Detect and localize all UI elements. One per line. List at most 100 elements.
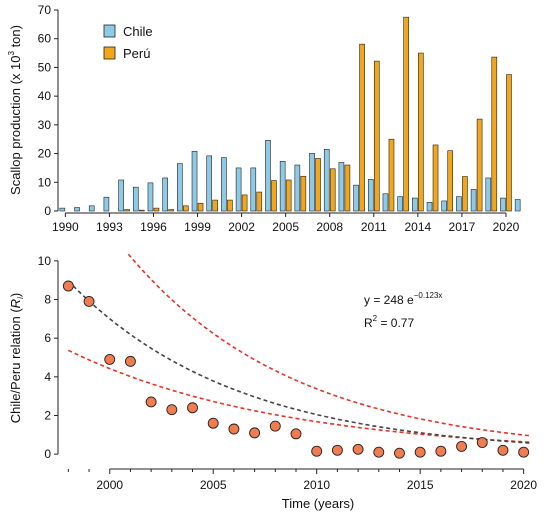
bar-y-tick-label: 20 (38, 147, 52, 161)
scatter-y-tick-label: 8 (44, 293, 51, 307)
bar-x-tick-label: 1993 (96, 220, 123, 234)
scatter-point-2013 (373, 446, 385, 458)
bar-x-tick-label: 1996 (140, 220, 167, 234)
bar-chile-2000 (206, 155, 213, 212)
scatter-point-2006 (228, 423, 240, 435)
scatter-chart-panel: 0 2 4 6 8 10 2000 2005 2010 2015 2020 Chile/Peru r… (8, 253, 537, 511)
bar-per-2006 (300, 175, 307, 212)
bar-per-2005 (285, 179, 292, 212)
scatter-y-tick-label: 10 (38, 254, 52, 268)
fit-curve (67, 280, 530, 444)
scatter-y-tick-label: 6 (44, 331, 51, 345)
bar-y-tick-label: 40 (38, 89, 52, 103)
bar-chile-2004 (265, 140, 271, 212)
bar-per-2007 (315, 158, 321, 212)
bar-per-2016 (447, 150, 454, 212)
scatter-point-2020 (518, 446, 530, 458)
bar-y-tick-label: 0 (44, 204, 51, 218)
scatter-point-2018 (476, 437, 488, 448)
bar-y-tick-label: 60 (38, 32, 52, 46)
bar-chile-1994 (118, 179, 124, 212)
bar-ylabel-main: Scallop production (x 10 (8, 55, 23, 194)
scatter-point-2003 (166, 404, 178, 416)
bar-per-2019 (491, 56, 498, 212)
bar-ylabel-sup: 3 (7, 50, 16, 55)
bar-per-1996 (153, 207, 160, 212)
bar-chile-2021 (514, 199, 521, 212)
bar-chile-1999 (191, 150, 198, 212)
bar-chile-2007 (309, 152, 315, 212)
bar-chile-2019 (485, 177, 492, 212)
bar-per-2010 (359, 43, 365, 212)
bar-per-1995 (138, 209, 145, 212)
bar-chile-2003 (250, 167, 257, 212)
scatter-point-2005 (207, 417, 219, 429)
bar-x-tick-label: 2011 (361, 220, 387, 234)
bar-chile-1992 (88, 205, 95, 212)
scatter-y-axis-label: Chile/Peru relation (Ri) (8, 293, 25, 423)
bar-per-2000 (212, 199, 219, 212)
bar-per-2015 (432, 144, 439, 212)
bar-chile-2009 (338, 162, 345, 212)
scatter-x-tick-label: 2015 (407, 478, 434, 492)
bar-per-2003 (256, 191, 263, 212)
bar-chile-2008 (323, 148, 330, 212)
fit-upper-confidence-curve (127, 253, 530, 437)
bar-x-tick-label: 1990 (52, 220, 79, 234)
bar-x-tick-label: 2002 (228, 220, 255, 234)
bar-chile-2016 (441, 200, 448, 212)
bar-chile-2002 (235, 167, 242, 212)
bar-chart-bars (59, 16, 521, 212)
scatter-chart-points (62, 280, 530, 459)
scatter-y-tick-label: 2 (44, 408, 51, 422)
scatter-point-2014 (394, 447, 405, 459)
bar-chile-2014 (412, 197, 418, 212)
scatter-point-2004 (187, 402, 198, 414)
scatter-y-tick-label: 4 (44, 370, 51, 384)
r2-sup: 2 (373, 314, 378, 323)
scatter-point-2002 (145, 396, 157, 408)
bar-y-tick-label: 30 (38, 118, 52, 132)
bar-chile-2006 (294, 164, 301, 212)
bar-x-tick-label: 1999 (184, 220, 211, 234)
r2-value: = 0.77 (377, 316, 414, 330)
bar-per-2017 (462, 176, 468, 212)
bar-x-tick-label: 2014 (404, 220, 431, 234)
bar-chile-2017 (456, 196, 462, 212)
bar-chart-y-axis-label: Scallop production (x 103 ton) (7, 25, 23, 195)
bar-ylabel-suffix: ton) (8, 25, 23, 51)
bar-x-tick-label: 2005 (272, 220, 299, 234)
scatter-point-2007 (249, 427, 261, 439)
bar-per-1994 (124, 209, 130, 212)
bar-per-2018 (476, 118, 483, 212)
fit-equation-main: y = 248 e (364, 293, 414, 307)
bar-x-tick-label: 2017 (449, 220, 476, 234)
fit-lower-confidence-curve (67, 349, 530, 443)
scatter-point-2017 (456, 440, 468, 452)
scatter-ylabel-suffix: ) (8, 293, 23, 297)
scatter-point-2012 (352, 443, 364, 455)
legend-label-peru: Perú (123, 46, 150, 61)
bar-per-1998 (183, 205, 189, 212)
bar-x-tick-label: 2020 (493, 220, 520, 234)
scatter-point-1999 (83, 296, 95, 307)
scatter-ylabel-main: Chile/Peru relation ( (8, 308, 23, 424)
bar-y-tick-label: 50 (38, 60, 52, 74)
bar-chart-panel: 0 10 20 30 40 50 60 70 1990 1993 1996 1999 2002 2005 2… (7, 3, 521, 234)
bar-chile-2001 (221, 157, 227, 212)
scatter-point-2000 (104, 353, 116, 365)
bar-chile-2012 (382, 193, 389, 212)
bar-chile-1995 (132, 186, 139, 212)
scatter-y-tick-label: 0 (44, 447, 51, 461)
scatter-point-1998 (62, 280, 74, 292)
scatter-ylabel-var: R (8, 299, 23, 308)
fit-r-squared: R2 = 0.77 (364, 314, 414, 330)
scatter-point-2010 (311, 445, 323, 457)
bar-per-1999 (197, 202, 204, 212)
bar-chile-1993 (103, 196, 110, 212)
r2-label: R (364, 316, 373, 330)
scatter-x-tick-label: 2020 (510, 478, 537, 492)
bar-per-2013 (403, 16, 409, 212)
fit-equation-exponent: −0.123x (414, 291, 443, 300)
bar-chile-2018 (470, 189, 477, 212)
